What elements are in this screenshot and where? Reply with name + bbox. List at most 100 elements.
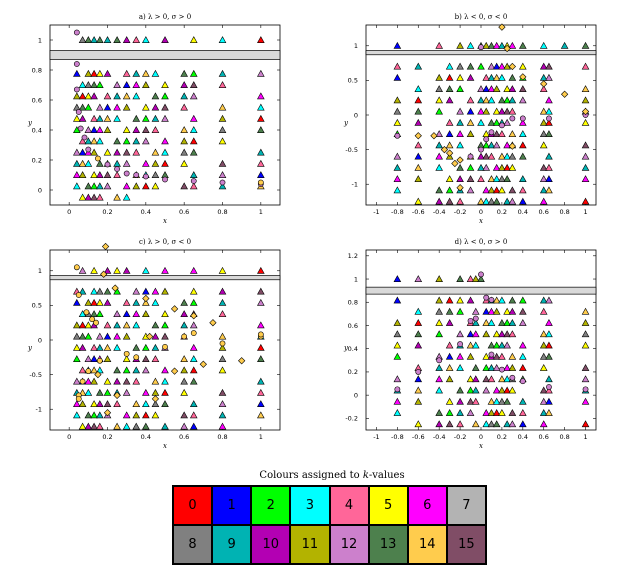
triangle-marker	[445, 73, 454, 81]
triangle-marker-top	[189, 36, 198, 43]
panel-b: b) λ < 0, σ < 0 -1 -0.8 -0.6 -0.4 -0.2 0 0.2 0.4…	[343, 13, 597, 225]
triangle-marker	[84, 92, 93, 100]
x-tick-label: -0.4	[433, 208, 446, 216]
triangle-marker	[435, 296, 443, 304]
triangle-marker	[161, 81, 169, 88]
triangle-marker	[414, 341, 423, 349]
triangle-marker	[73, 92, 81, 100]
triangle-marker	[257, 171, 265, 178]
triangle-marker	[189, 400, 198, 407]
triangle-marker	[161, 377, 169, 385]
triangle-marker	[122, 126, 131, 133]
triangle-marker	[519, 341, 527, 349]
circle-marker	[219, 179, 226, 186]
chart-title: d) λ < 0, σ > 0	[455, 238, 508, 246]
triangle-marker	[122, 81, 131, 88]
triangle-marker	[122, 321, 131, 329]
x-tick-label: 0.2	[102, 208, 112, 216]
triangle-marker	[122, 388, 131, 396]
triangle-marker	[466, 96, 475, 104]
triangle-marker	[445, 197, 454, 205]
triangle-marker	[414, 307, 423, 315]
triangle-marker	[218, 69, 227, 77]
triangle-marker	[122, 310, 131, 317]
triangle-marker	[90, 310, 98, 317]
band	[49, 50, 281, 60]
triangle-marker	[503, 163, 511, 171]
triangle-marker	[257, 400, 265, 407]
triangle-marker	[218, 182, 227, 190]
y-tick-label: 0.6	[32, 96, 42, 104]
triangle-marker	[90, 343, 98, 351]
triangle-marker	[414, 62, 423, 70]
triangle-marker	[103, 103, 112, 111]
circle-marker	[73, 86, 80, 93]
triangle-marker	[519, 85, 527, 92]
circle-marker	[83, 309, 90, 316]
y-tick-label: -0.5	[29, 371, 42, 379]
triangle-marker	[96, 343, 104, 351]
triangle-marker	[218, 332, 227, 340]
triangle-marker	[581, 175, 590, 182]
legend-swatch-7: 7	[446, 486, 486, 525]
diamond-marker	[456, 184, 464, 192]
diamond-marker	[170, 305, 179, 313]
triangle-marker	[132, 182, 141, 190]
triangle-marker	[487, 85, 496, 92]
triangle-marker	[508, 364, 517, 371]
circle-marker	[499, 366, 505, 373]
triangle-marker	[113, 81, 121, 88]
diamond-marker	[209, 319, 217, 327]
triangle-marker	[84, 321, 93, 329]
triangle-marker	[73, 69, 81, 77]
triangle-marker	[84, 388, 93, 396]
y-tick-label: 0.4	[348, 345, 358, 353]
triangle-marker	[487, 73, 496, 81]
triangle-marker	[151, 400, 160, 407]
triangle-marker	[414, 85, 423, 92]
triangle-marker	[96, 400, 104, 407]
triangle-marker	[492, 330, 501, 338]
triangle-marker	[482, 73, 491, 81]
triangle-marker	[466, 386, 475, 394]
triangle-marker	[503, 364, 511, 371]
triangle-marker	[445, 409, 454, 416]
diamond-marker	[170, 367, 179, 375]
triangle-marker	[257, 287, 265, 295]
circle-marker	[519, 378, 526, 385]
chart-title: a) λ > 0, σ > 0	[139, 13, 191, 21]
triangle-marker	[90, 92, 98, 100]
x-tick-label: 0.2	[497, 433, 507, 441]
triangle-marker	[487, 118, 496, 126]
triangle-marker	[393, 118, 402, 126]
triangle-marker	[456, 386, 464, 394]
band	[365, 286, 597, 295]
triangle-marker	[477, 107, 485, 115]
triangle-marker	[90, 287, 98, 295]
triangle-marker	[113, 400, 121, 407]
triangle-marker	[161, 114, 169, 122]
panel-c: c) λ > 0, σ < 0 0 0.2 0.4 0.6 0.8 1 -1 -0.5 0 0.5 1…	[27, 238, 281, 450]
circle-marker	[95, 155, 101, 162]
triangle-marker	[151, 103, 160, 111]
triangle-marker	[519, 420, 527, 428]
triangle-marker	[466, 296, 475, 304]
triangle-marker	[545, 175, 553, 182]
triangle-marker	[545, 296, 553, 304]
triangle-marker-top	[132, 36, 141, 43]
triangle-marker	[539, 397, 548, 405]
x-tick-label: 1	[583, 433, 587, 441]
triangle-marker	[545, 341, 553, 349]
triangle-marker	[414, 118, 423, 126]
triangle-marker	[218, 171, 227, 178]
y-axis-label: y	[27, 344, 33, 352]
circle-marker	[546, 115, 552, 122]
x-tick-label: 1	[259, 433, 263, 441]
triangle-marker	[84, 422, 93, 430]
triangle-marker	[393, 73, 402, 81]
legend-swatch-10: 10	[251, 525, 291, 564]
circle-marker	[483, 136, 490, 143]
triangle-marker	[539, 330, 548, 338]
triangle-marker	[90, 148, 98, 156]
triangle-marker	[539, 107, 548, 115]
